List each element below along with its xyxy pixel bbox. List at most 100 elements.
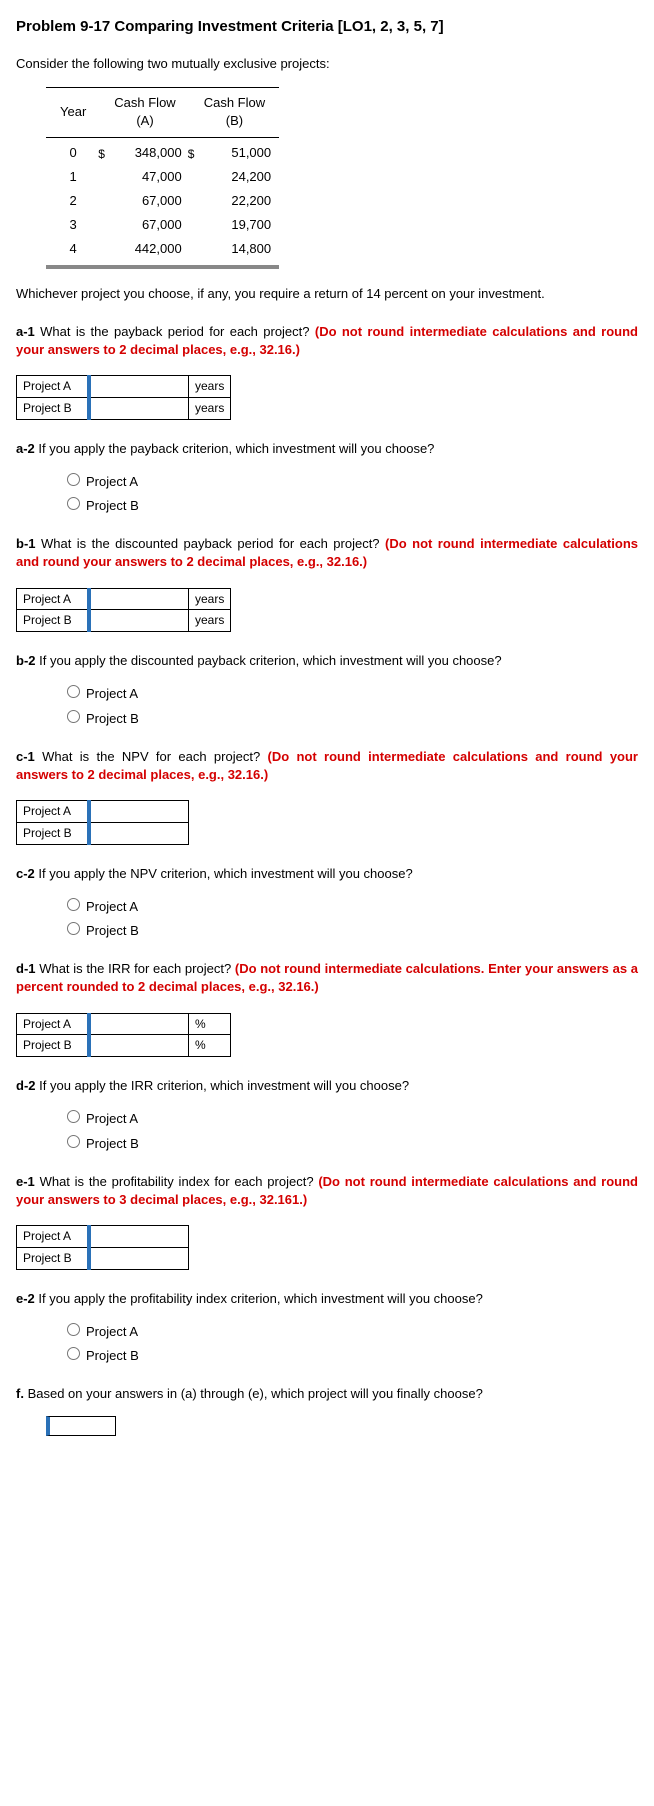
radio-group-a2: Project A Project B <box>62 470 638 515</box>
q-text: What is the profitability index for each… <box>40 1174 319 1189</box>
radio-group-c2: Project A Project B <box>62 895 638 940</box>
question-a1: a-1 What is the payback period for each … <box>16 323 638 359</box>
table-row: 3 67,000 19,700 <box>46 213 279 237</box>
project-a-input[interactable] <box>91 377 189 395</box>
radio-label: Project B <box>86 923 139 938</box>
question-c2: c-2 If you apply the NPV criterion, whic… <box>16 865 638 883</box>
requirement-text: Whichever project you choose, if any, yo… <box>16 285 638 303</box>
radio-label: Project A <box>86 899 138 914</box>
question-d1: d-1 What is the IRR for each project? (D… <box>16 960 638 996</box>
radio-project-b[interactable] <box>67 922 80 935</box>
q-label: b-2 <box>16 653 36 668</box>
radio-label: Project A <box>86 1324 138 1339</box>
answer-table-d1: Project A % Project B % <box>16 1013 231 1058</box>
radio-project-a[interactable] <box>67 1110 80 1123</box>
year-cell: 3 <box>46 213 100 237</box>
radio-project-a[interactable] <box>67 473 80 486</box>
answer-table-a1: Project A years Project B years <box>16 375 231 420</box>
project-a-input[interactable] <box>91 1228 189 1246</box>
table-row: Project B <box>17 822 189 844</box>
question-b1: b-1 What is the discounted payback perio… <box>16 535 638 571</box>
col-year: Year <box>46 88 100 137</box>
project-b-label: Project B <box>17 1035 89 1057</box>
radio-project-a[interactable] <box>67 1323 80 1336</box>
unit-cell: years <box>189 588 231 610</box>
year-cell: 2 <box>46 189 100 213</box>
unit-cell: % <box>189 1035 231 1057</box>
project-a-label: Project A <box>17 376 89 398</box>
final-choice-input[interactable] <box>46 1416 116 1436</box>
radio-project-b[interactable] <box>67 1135 80 1148</box>
table-row: Project B % <box>17 1035 231 1057</box>
project-a-label: Project A <box>17 1226 89 1248</box>
table-row: 4 442,000 14,800 <box>46 237 279 266</box>
project-b-input[interactable] <box>91 1249 189 1267</box>
unit-cell: years <box>189 610 231 632</box>
q-label: f. <box>16 1386 24 1401</box>
project-b-input[interactable] <box>91 399 189 417</box>
q-label: c-1 <box>16 749 35 764</box>
q-label: a-1 <box>16 324 35 339</box>
q-text: What is the NPV for each project? <box>42 749 267 764</box>
radio-group-e2: Project A Project B <box>62 1320 638 1365</box>
table-row: Project A years <box>17 588 231 610</box>
project-b-label: Project B <box>17 397 89 419</box>
table-row: Project B <box>17 1247 189 1269</box>
q-label: d-2 <box>16 1078 36 1093</box>
radio-label: Project A <box>86 686 138 701</box>
q-text: What is the IRR for each project? <box>39 961 235 976</box>
radio-group-d2: Project A Project B <box>62 1107 638 1152</box>
project-a-label: Project A <box>17 1013 89 1035</box>
table-row: 2 67,000 22,200 <box>46 189 279 213</box>
col-cfb: Cash Flow(B) <box>190 88 279 137</box>
q-text: If you apply the payback criterion, whic… <box>38 441 434 456</box>
project-b-input[interactable] <box>91 1037 189 1055</box>
q-label: b-1 <box>16 536 36 551</box>
q-text: If you apply the IRR criterion, which in… <box>39 1078 409 1093</box>
project-b-label: Project B <box>17 822 89 844</box>
question-a2: a-2 If you apply the payback criterion, … <box>16 440 638 458</box>
radio-label: Project B <box>86 1348 139 1363</box>
project-a-input[interactable] <box>91 1015 189 1033</box>
q-text: Based on your answers in (a) through (e)… <box>28 1386 483 1401</box>
q-text: If you apply the profitability index cri… <box>38 1291 482 1306</box>
cfa-cell: 442,000 <box>100 237 189 266</box>
radio-label: Project B <box>86 1136 139 1151</box>
answer-table-e1: Project A Project B <box>16 1225 189 1270</box>
project-a-input[interactable] <box>91 590 189 608</box>
radio-project-b[interactable] <box>67 497 80 510</box>
question-b2: b-2 If you apply the discounted payback … <box>16 652 638 670</box>
project-b-label: Project B <box>17 1247 89 1269</box>
table-row: Project A years <box>17 376 231 398</box>
radio-project-a[interactable] <box>67 685 80 698</box>
radio-project-a[interactable] <box>67 898 80 911</box>
question-e1: e-1 What is the profitability index for … <box>16 1173 638 1209</box>
radio-label: Project A <box>86 1111 138 1126</box>
table-row: Project B years <box>17 397 231 419</box>
cfb-cell: 14,800 <box>190 237 279 266</box>
q-text: If you apply the NPV criterion, which in… <box>38 866 412 881</box>
cfa-cell: 67,000 <box>100 213 189 237</box>
cfb-cell: 24,200 <box>190 165 279 189</box>
project-a-input[interactable] <box>91 803 189 821</box>
unit-cell: % <box>189 1013 231 1035</box>
table-row: Project A <box>17 1226 189 1248</box>
value: 348,000 <box>135 145 182 160</box>
question-c1: c-1 What is the NPV for each project? (D… <box>16 748 638 784</box>
project-b-input[interactable] <box>91 612 189 630</box>
cfb-cell: 19,700 <box>190 213 279 237</box>
answer-table-c1: Project A Project B <box>16 800 189 845</box>
cfa-cell: $348,000 <box>100 137 189 165</box>
radio-project-b[interactable] <box>67 710 80 723</box>
dollar-sign: $ <box>98 146 105 163</box>
question-e2: e-2 If you apply the profitability index… <box>16 1290 638 1308</box>
table-row: Project A % <box>17 1013 231 1035</box>
radio-project-b[interactable] <box>67 1347 80 1360</box>
project-b-input[interactable] <box>91 824 189 842</box>
col-cfa: Cash Flow(A) <box>100 88 189 137</box>
answer-table-b1: Project A years Project B years <box>16 588 231 633</box>
q-label: c-2 <box>16 866 35 881</box>
unit-cell: years <box>189 397 231 419</box>
unit-cell: years <box>189 376 231 398</box>
cashflow-table: Year Cash Flow(A) Cash Flow(B) 0 $348,00… <box>46 87 279 268</box>
